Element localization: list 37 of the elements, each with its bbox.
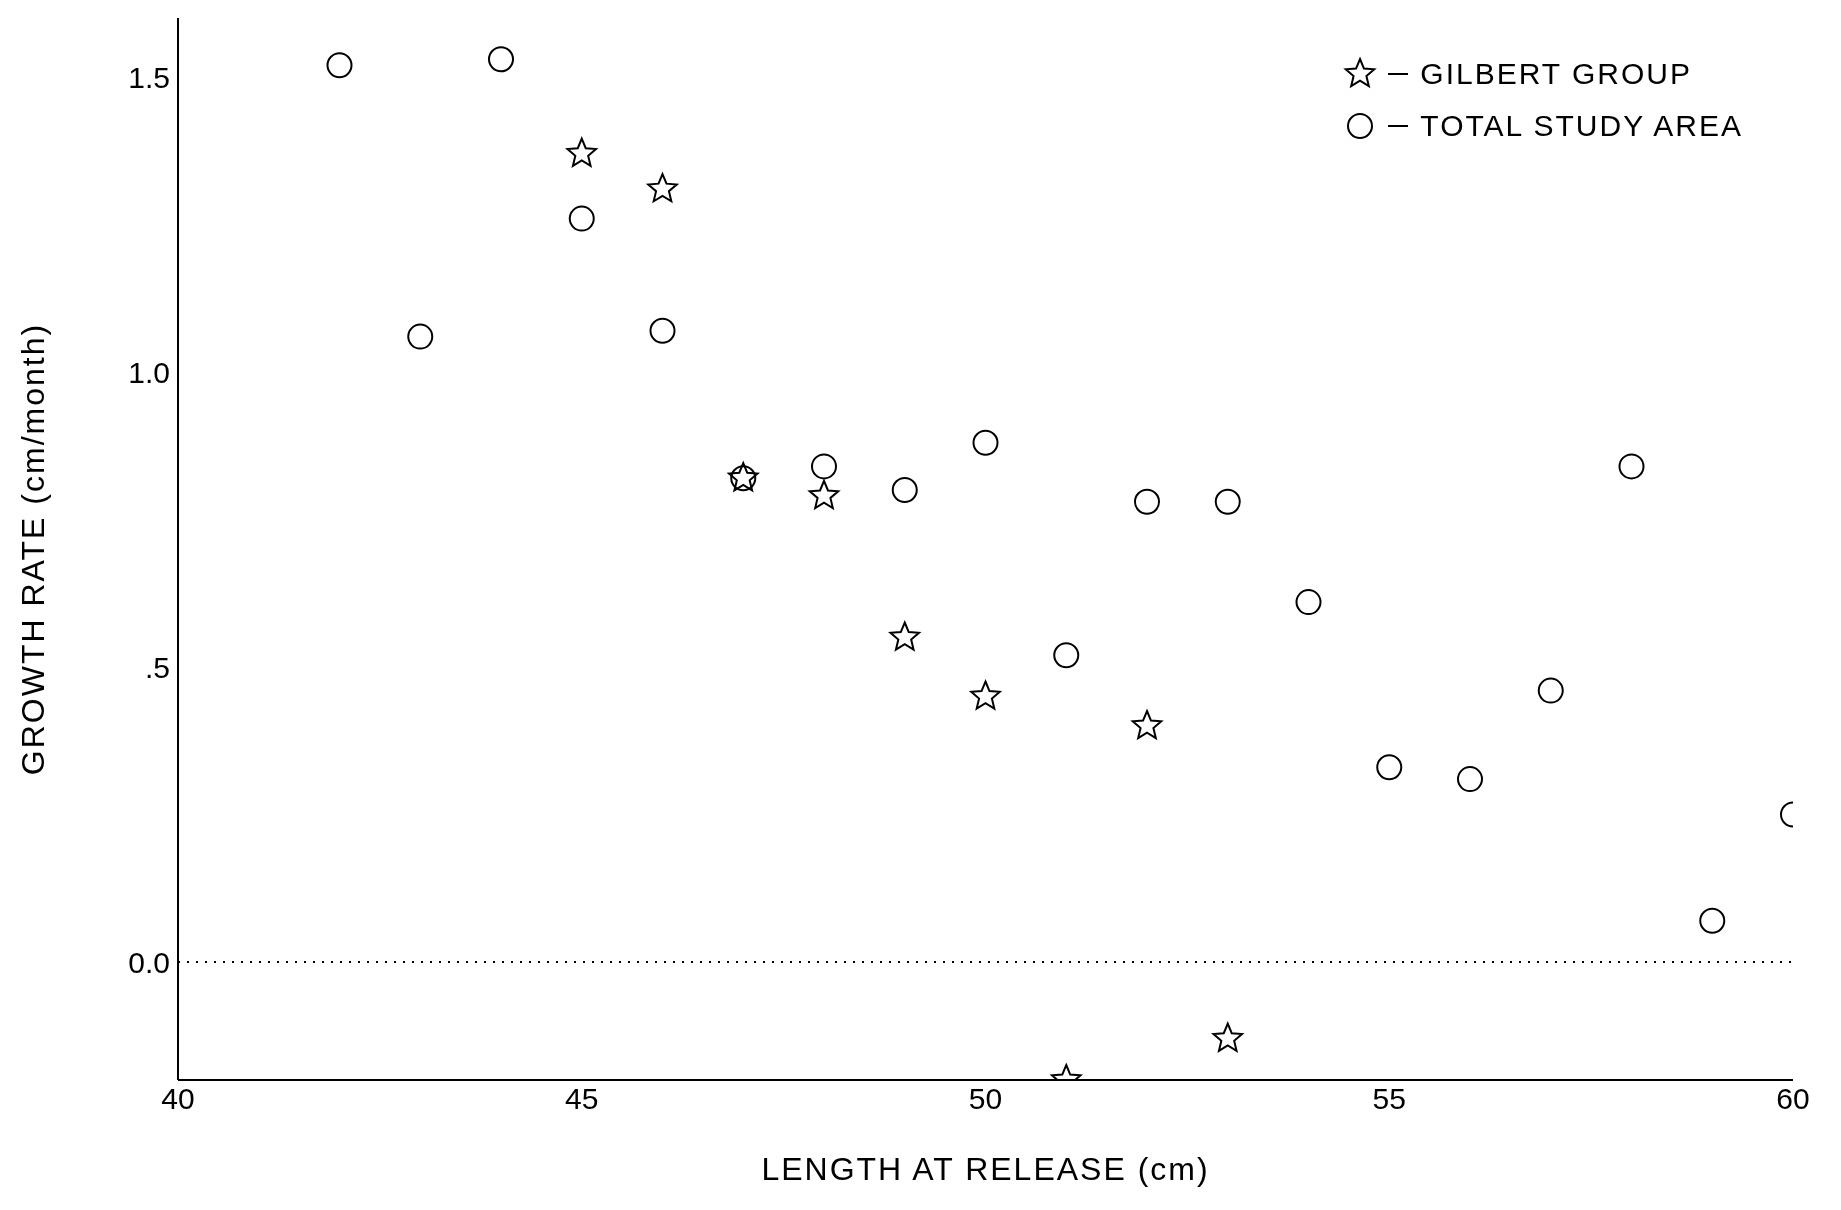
- y-tick-label: 1.0: [128, 355, 170, 389]
- x-tick-label: 60: [1776, 1082, 1810, 1116]
- point: [1131, 710, 1163, 740]
- point: [972, 429, 999, 456]
- point: [1537, 677, 1564, 704]
- point: [647, 173, 678, 203]
- point: [568, 205, 595, 232]
- point: [1457, 766, 1483, 793]
- point: [1295, 589, 1322, 616]
- point: [808, 479, 840, 510]
- point: [407, 323, 434, 350]
- point: [1699, 907, 1726, 934]
- point: [566, 137, 598, 167]
- legend-label: TOTAL STUDY AREA: [1388, 109, 1743, 143]
- x-tick-label: 45: [565, 1082, 599, 1116]
- point: [1376, 754, 1403, 781]
- point: [1214, 488, 1241, 515]
- point: [1134, 488, 1160, 515]
- point: [649, 317, 676, 344]
- point: [811, 453, 837, 480]
- x-tick-label: 40: [161, 1082, 195, 1116]
- point: [1212, 1022, 1244, 1052]
- x-tick-label: 55: [1372, 1082, 1406, 1116]
- y-tick-label: .5: [144, 650, 170, 684]
- point: [889, 621, 921, 651]
- point: [891, 477, 918, 503]
- point: [1618, 453, 1645, 480]
- y-tick-label: 0.0: [128, 945, 170, 979]
- y-tick-label: 1.5: [128, 60, 170, 94]
- legend-label: GILBERT GROUP: [1388, 57, 1692, 91]
- x-axis-title: LENGTH AT RELEASE (cm): [761, 1151, 1210, 1187]
- point: [488, 46, 514, 73]
- y-axis-title: GROWTH RATE (cm/month): [15, 322, 52, 776]
- point: [1053, 642, 1080, 669]
- x-tick-label: 50: [968, 1082, 1003, 1116]
- point: [326, 52, 353, 79]
- point: [970, 680, 1001, 710]
